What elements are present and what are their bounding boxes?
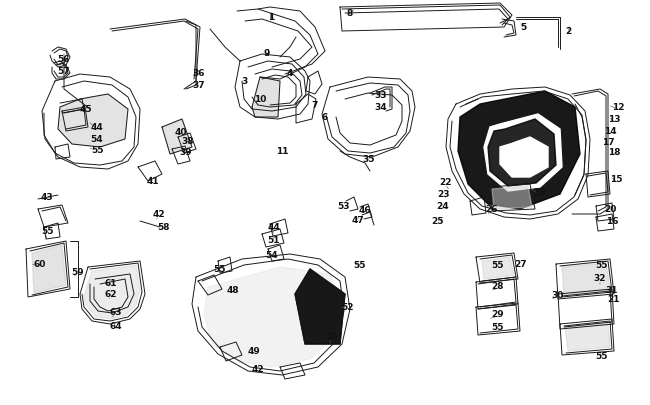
Text: 44: 44: [90, 123, 103, 132]
Text: 58: 58: [157, 223, 169, 232]
Text: 1: 1: [268, 13, 274, 22]
Text: 39: 39: [179, 148, 192, 157]
Text: 55: 55: [596, 352, 608, 360]
Text: 41: 41: [147, 177, 159, 186]
Text: 55: 55: [354, 261, 366, 270]
Text: 32: 32: [593, 274, 606, 283]
Text: 12: 12: [612, 103, 624, 112]
Text: 27: 27: [515, 260, 527, 269]
Text: 42: 42: [252, 364, 265, 373]
Text: 28: 28: [492, 282, 504, 291]
Text: 17: 17: [602, 138, 614, 147]
Text: 19: 19: [533, 188, 545, 197]
Text: 6: 6: [322, 112, 328, 121]
Text: 37: 37: [192, 81, 205, 90]
Text: 29: 29: [491, 310, 504, 319]
Polygon shape: [204, 267, 342, 367]
Text: 35: 35: [363, 155, 375, 164]
Text: 26: 26: [486, 205, 499, 214]
Text: 55: 55: [492, 261, 504, 270]
Text: 55: 55: [41, 227, 53, 236]
Text: 45: 45: [80, 105, 92, 114]
Text: 2: 2: [565, 28, 571, 36]
Text: 25: 25: [432, 217, 444, 226]
Text: 55: 55: [91, 146, 103, 155]
Text: 55: 55: [595, 261, 607, 270]
Text: 3: 3: [242, 77, 248, 86]
Text: 54: 54: [266, 251, 278, 260]
Polygon shape: [482, 257, 514, 279]
Polygon shape: [492, 187, 532, 209]
Text: 63: 63: [110, 308, 122, 317]
Text: 24: 24: [437, 202, 449, 211]
Text: 10: 10: [254, 95, 266, 104]
Text: 54: 54: [91, 135, 103, 144]
Text: 56: 56: [58, 55, 70, 64]
Polygon shape: [295, 269, 345, 344]
Polygon shape: [565, 323, 610, 351]
Text: 11: 11: [276, 147, 288, 156]
Text: 13: 13: [608, 115, 620, 124]
Text: 9: 9: [264, 49, 270, 58]
Text: 64: 64: [110, 322, 122, 331]
Polygon shape: [32, 245, 66, 293]
Text: 44: 44: [268, 223, 280, 232]
Text: 59: 59: [72, 268, 84, 277]
Text: 61: 61: [105, 279, 117, 288]
Text: 4: 4: [287, 69, 293, 78]
Polygon shape: [562, 263, 610, 295]
Text: 16: 16: [606, 217, 618, 226]
Text: 36: 36: [193, 68, 205, 77]
Text: 55: 55: [214, 265, 226, 274]
Text: 55: 55: [492, 323, 504, 332]
Text: 57: 57: [58, 67, 70, 76]
Text: 51: 51: [266, 236, 280, 245]
Text: 47: 47: [352, 216, 365, 225]
Text: 53: 53: [338, 202, 350, 211]
Text: 15: 15: [610, 175, 622, 184]
Text: 34: 34: [374, 103, 387, 112]
Text: 18: 18: [608, 148, 620, 157]
Text: 46: 46: [359, 206, 371, 215]
Polygon shape: [252, 78, 280, 118]
Text: 14: 14: [604, 127, 616, 136]
Text: 48: 48: [227, 286, 239, 295]
Polygon shape: [484, 115, 562, 192]
Text: 49: 49: [248, 347, 261, 356]
Text: 21: 21: [608, 295, 620, 304]
Text: 38: 38: [182, 137, 194, 146]
Text: 33: 33: [375, 90, 387, 99]
Polygon shape: [500, 138, 548, 177]
Polygon shape: [162, 120, 192, 155]
Text: 60: 60: [34, 260, 46, 269]
Text: 62: 62: [105, 290, 117, 299]
Text: 20: 20: [604, 205, 616, 214]
Polygon shape: [488, 120, 556, 187]
Polygon shape: [58, 95, 128, 148]
Text: 22: 22: [439, 178, 451, 187]
Text: 31: 31: [606, 286, 618, 295]
Text: 8: 8: [347, 9, 353, 19]
Text: 7: 7: [312, 100, 318, 109]
Polygon shape: [458, 92, 580, 209]
Polygon shape: [84, 265, 140, 319]
Text: 40: 40: [175, 128, 187, 137]
Text: 30: 30: [552, 291, 564, 300]
Text: 5: 5: [520, 23, 526, 32]
Text: 42: 42: [153, 210, 165, 219]
Text: 50: 50: [325, 332, 337, 341]
Text: 52: 52: [341, 303, 353, 312]
Text: 43: 43: [41, 193, 53, 202]
Text: 23: 23: [437, 190, 449, 199]
